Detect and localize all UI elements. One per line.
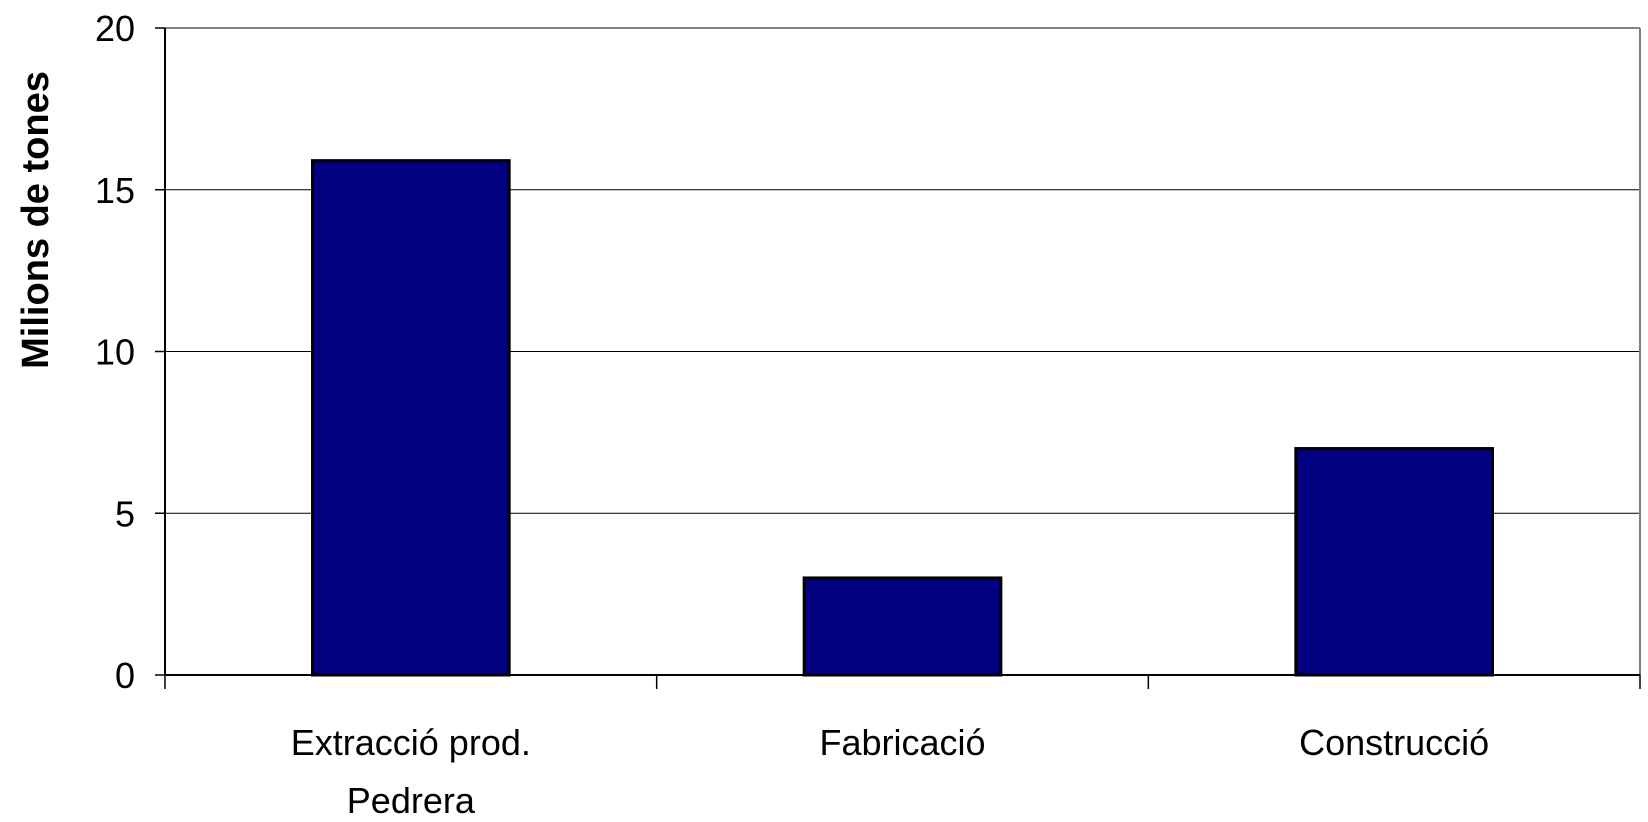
axes	[155, 27, 1641, 689]
bar	[311, 159, 511, 677]
x-tick-label: Fabricació	[819, 722, 985, 763]
y-tick-label: 5	[115, 493, 135, 534]
bar	[802, 576, 1003, 677]
x-tick-labels: Extracció prod. Pedrera Fabricació Construc…	[291, 722, 1489, 821]
x-tick-label: Extracció prod. Pedrera	[291, 722, 531, 821]
y-tick-label: 0	[115, 655, 135, 696]
bars	[311, 159, 1495, 677]
y-tick-labels: 0 5 10 15 20	[95, 8, 135, 696]
y-tick-label: 15	[95, 170, 135, 211]
y-tick-label: 10	[95, 332, 135, 373]
x-tick-label: Construcció	[1299, 722, 1489, 763]
bar	[1294, 447, 1495, 677]
y-axis-title: Milions de tones	[15, 71, 57, 369]
y-tick-label: 20	[95, 8, 135, 49]
